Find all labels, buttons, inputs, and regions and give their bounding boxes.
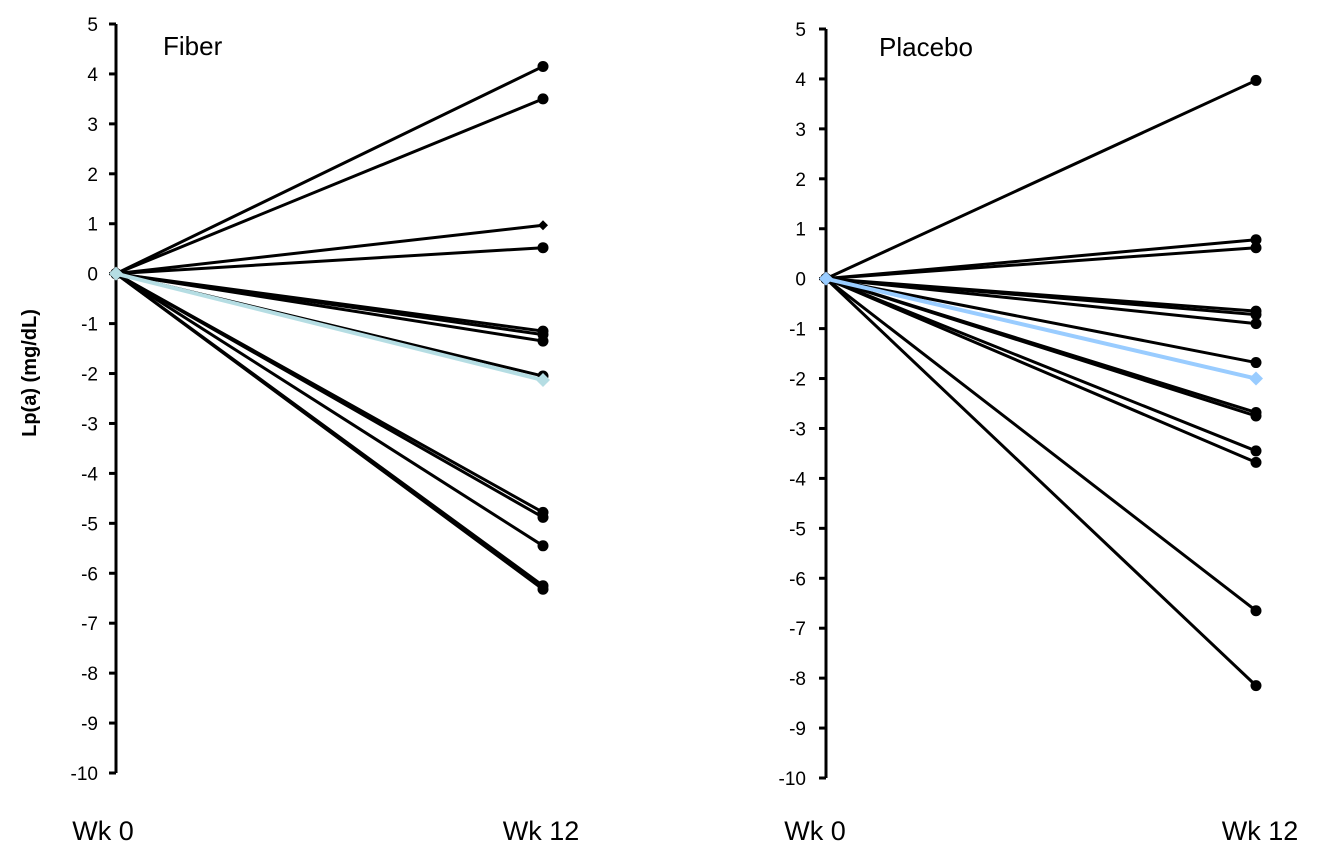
x-category-label: Wk 12 (503, 816, 580, 846)
y-axis-title: Lp(a) (mg/dL) (19, 309, 41, 437)
y-tick-label: -3 (789, 419, 806, 440)
y-tick-label: -10 (779, 769, 806, 790)
mean-marker (819, 271, 833, 286)
data-point (1250, 680, 1262, 692)
subject-line (115, 223, 544, 276)
y-tick-label: -8 (81, 664, 98, 685)
y-tick-label: 1 (795, 220, 806, 241)
panel-title: Fiber (163, 31, 223, 61)
subject-line (115, 246, 544, 276)
subject-line (115, 272, 544, 343)
placebo-panel: 5 4 3 2 1 0 -1 -2 -3 -4 -5 -6 -7 -8 -9 -10 Placebo Wk 0 Wk… (779, 20, 1299, 846)
data-point (1250, 309, 1262, 321)
y-tick-label: 2 (87, 165, 98, 186)
mean-marker (1249, 371, 1263, 386)
subject-line (825, 277, 1257, 453)
y-tick-label: 5 (795, 20, 806, 41)
y-tick-label: -4 (789, 469, 806, 490)
subject-series (110, 268, 549, 341)
subject-line (115, 97, 544, 276)
y-tick-label: 3 (795, 120, 806, 141)
subject-line (115, 272, 544, 548)
subject-line (825, 277, 1257, 464)
data-point (1250, 242, 1262, 254)
data-point (538, 220, 548, 231)
mean-line (115, 271, 544, 382)
y-tick-label: 1 (87, 215, 98, 236)
subject-line (824, 277, 1258, 687)
subject-series (110, 60, 549, 280)
y-tick-label: 0 (87, 265, 98, 286)
x-category-label: Wk 0 (784, 816, 846, 846)
subject-series (820, 242, 1262, 285)
mean-series (109, 266, 550, 388)
y-tick-label: -3 (81, 414, 98, 435)
data-point (537, 335, 549, 347)
data-point (1250, 456, 1262, 468)
x-category-label: Wk 0 (72, 816, 134, 846)
y-tick-label: 2 (795, 170, 806, 191)
data-point (1250, 445, 1262, 457)
y-tick-label: -10 (71, 764, 98, 785)
y-tick-label: -2 (789, 370, 806, 391)
y-tick-label: -4 (81, 464, 98, 485)
subject-line (115, 272, 544, 591)
mean-line (825, 276, 1257, 381)
y-tick-label: -9 (789, 719, 806, 740)
data-point (1250, 357, 1262, 369)
subject-line (825, 79, 1257, 281)
mean-marker (536, 373, 550, 388)
subject-line (825, 277, 1257, 418)
data-point (537, 60, 549, 72)
data-point (1250, 74, 1262, 86)
mean-marker (109, 266, 123, 281)
y-tick-label: 3 (87, 115, 98, 136)
data-point (1250, 410, 1262, 422)
y-tick-label: -1 (81, 315, 98, 336)
subject-line (825, 277, 1257, 326)
data-point (537, 93, 549, 105)
y-tick-label: 0 (795, 270, 806, 291)
y-tick-label: -8 (789, 669, 806, 690)
data-point (537, 540, 549, 552)
y-tick-label: -9 (81, 714, 98, 735)
mean-series (819, 271, 1263, 386)
data-point (537, 242, 549, 254)
y-tick-label: -7 (789, 619, 806, 640)
data-point (1250, 318, 1262, 330)
subject-line (115, 272, 544, 519)
subject-line (825, 277, 1257, 365)
subject-series (110, 268, 549, 552)
subject-line (115, 65, 544, 276)
data-point (537, 583, 549, 595)
subject-series (820, 273, 1262, 369)
subject-line (825, 277, 1257, 612)
x-category-label: Wk 12 (1222, 816, 1299, 846)
y-tick-label: 4 (87, 65, 98, 86)
subject-series (820, 273, 1262, 692)
y-tick-label: 5 (87, 15, 98, 36)
y-tick-label: -7 (81, 614, 98, 635)
data-point (537, 511, 549, 523)
fiber-panel: 5 4 3 2 1 0 -1 -2 -3 -4 -5 -6 -7 -8 -9 -10 Fiber Lp(a) (m… (19, 15, 579, 846)
subject-series (820, 273, 1262, 617)
y-tick-label: -6 (789, 569, 806, 590)
y-tick-label: -2 (81, 365, 98, 386)
subject-series (820, 234, 1262, 285)
panel-title: Placebo (879, 32, 973, 62)
y-tick-label: -6 (81, 564, 98, 585)
y-tick-label: 4 (795, 70, 806, 91)
y-tick-label: -5 (789, 519, 806, 540)
subject-series (110, 268, 549, 595)
data-point (1250, 605, 1262, 617)
subject-line (825, 246, 1257, 281)
y-tick-label: -5 (81, 514, 98, 535)
data-point (1250, 234, 1262, 246)
y-tick-label: -1 (789, 320, 806, 341)
